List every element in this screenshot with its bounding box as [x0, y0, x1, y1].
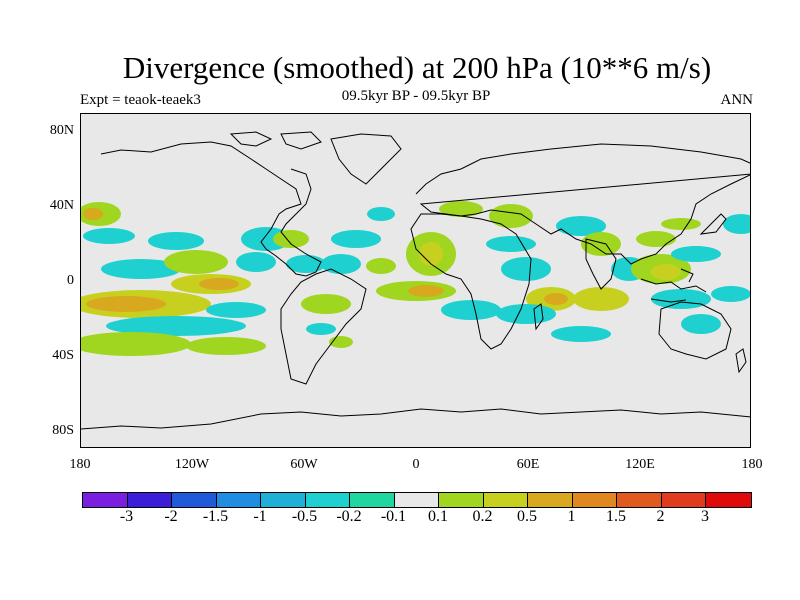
colorbar-label: 0.2 — [472, 508, 493, 525]
colorbar-cell — [216, 493, 261, 507]
chart-title: Divergence (smoothed) at 200 hPa (10**6 … — [122, 50, 712, 85]
colorbar-cell — [617, 493, 662, 507]
y-axis-label-40n: 40N — [49, 198, 74, 213]
colorbar-cell — [261, 493, 306, 507]
colorbar-label: -3 — [119, 508, 134, 525]
y-axis-label-40s: 40S — [52, 348, 74, 363]
colorbar-cell — [83, 493, 128, 507]
x-axis-label-120e: 120E — [625, 457, 655, 472]
new-zealand-coast — [735, 348, 747, 374]
x-axis-label-60e: 60E — [516, 457, 540, 472]
greenland-coast — [330, 133, 402, 185]
colorbar-label: 2 — [656, 508, 665, 525]
coastlines — [81, 131, 750, 430]
colorbar — [82, 492, 752, 508]
colorbar-label: 0.5 — [517, 508, 537, 525]
colorbar-label: 1.5 — [606, 508, 626, 525]
south-america-coast — [280, 268, 367, 385]
arctic-islands-coast — [229, 131, 322, 150]
colorbar-cell — [572, 493, 617, 507]
colorbar-cell — [706, 493, 751, 507]
season-label: ANN — [720, 92, 754, 108]
y-axis-label-0: 0 — [67, 273, 74, 288]
africa-coast — [410, 213, 532, 350]
japan-coast — [699, 213, 727, 235]
x-axis-label-120w: 120W — [174, 457, 210, 472]
colorbar-cell — [127, 493, 172, 507]
north-america-coast — [100, 141, 322, 277]
eurasia-coast — [415, 143, 750, 265]
colorbar-label: -1.5 — [202, 508, 229, 525]
map-panel — [80, 113, 751, 448]
x-axis-label-180w: 180 — [69, 457, 91, 472]
map-svg — [81, 131, 750, 430]
y-axis-label-80s: 80S — [52, 423, 74, 438]
x-axis-label-60w: 60W — [290, 457, 318, 472]
colorbar-label: 0.1 — [428, 508, 448, 525]
colorbar-label: -2 — [164, 508, 178, 525]
colorbar-label: -0.1 — [380, 508, 407, 525]
y-axis-label-80n: 80N — [49, 123, 74, 138]
colorbar-cell — [305, 493, 350, 507]
indonesia-coast — [640, 268, 707, 303]
x-axis-label-180e: 180 — [741, 457, 763, 472]
antarctica-coast — [81, 408, 750, 430]
madagascar-coast — [533, 303, 544, 331]
colorbar-cell — [661, 493, 706, 507]
colorbar-cell — [528, 493, 573, 507]
colorbar-label: 1 — [567, 508, 576, 525]
india-coast — [585, 238, 617, 290]
colorbar-label: -1 — [253, 508, 267, 525]
anomaly-patches — [81, 201, 750, 356]
colorbar-label: -0.2 — [336, 508, 362, 525]
australia-coast — [658, 301, 732, 360]
colorbar-label: -0.5 — [291, 508, 318, 525]
experiment-label: Expt = teaok-teaek3 — [80, 92, 201, 108]
colorbar-cell — [439, 493, 484, 507]
colorbar-label: 3 — [701, 508, 709, 525]
colorbar-cell — [172, 493, 217, 507]
x-axis-label-0: 0 — [412, 457, 420, 472]
colorbar-cell — [350, 493, 395, 507]
colorbar-cell — [394, 493, 439, 507]
colorbar-cell — [483, 493, 528, 507]
period-label: 09.5kyr BP - 09.5kyr BP — [341, 88, 491, 104]
